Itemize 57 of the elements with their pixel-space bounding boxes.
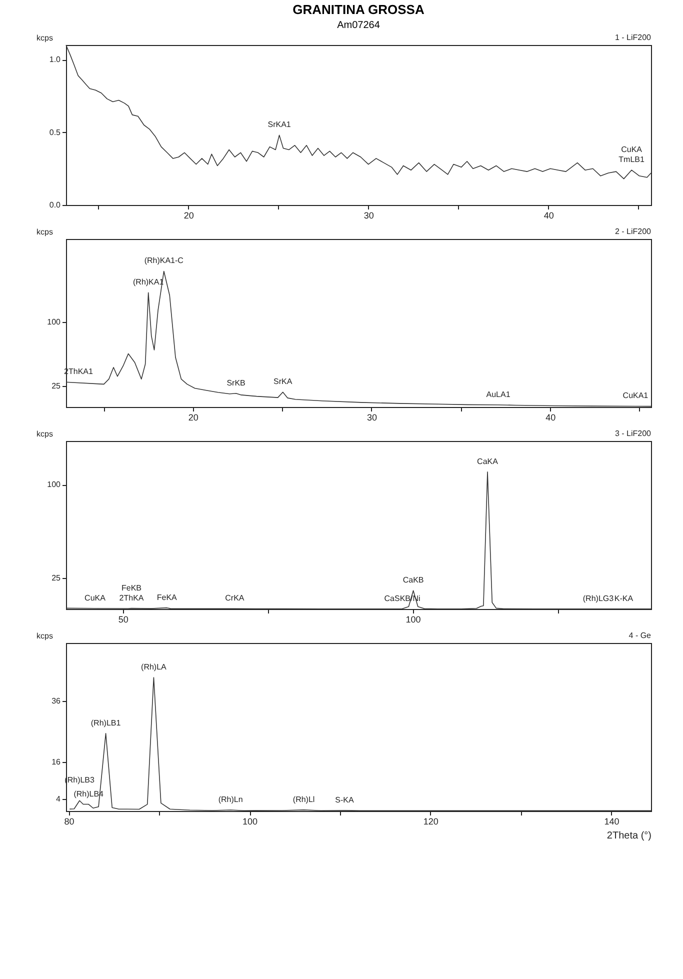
annotation: (Rh)LB1: [90, 718, 122, 728]
annotation: (Rh)LA: [141, 662, 168, 672]
annotation: (Rh)KA1-C: [144, 256, 184, 266]
x-tick-label: 140: [604, 816, 620, 826]
line-series: [66, 471, 652, 610]
text: 1 - LiF200: [614, 33, 652, 42]
y-axis-title: kcps: [36, 228, 53, 236]
annotation: S-KA: [335, 795, 354, 804]
annotation: SrKA1: [268, 120, 292, 130]
text: 2 - LiF200: [614, 227, 652, 236]
annotation: FeKB: [122, 583, 142, 592]
x-tick-label: 40: [544, 210, 554, 220]
annotation: CrKA: [225, 594, 245, 603]
chart-subtitle: Am07264: [337, 20, 380, 31]
annotation: K-KA: [614, 594, 634, 603]
y-tick-label: 0.0: [49, 200, 62, 210]
annotation: (Rh)LG3: [582, 594, 614, 603]
chart-title: GRANITINA GROSSA: [292, 2, 425, 17]
x-tick-label: 20: [188, 412, 198, 422]
y-tick-label: 36: [52, 696, 62, 706]
x-tick-label: 120: [423, 816, 438, 826]
x-tick-label: 20: [184, 210, 194, 220]
x-tick-label: 80: [64, 816, 74, 826]
y-tick-label: 25: [52, 381, 62, 390]
line-series: [66, 44, 652, 180]
y-tick-label: 1.0: [49, 55, 62, 64]
y-tick-label: 0.5: [49, 128, 62, 137]
annotation: SrKA: [274, 377, 293, 386]
annotation: (Rh)Ll: [292, 794, 315, 804]
annotation: CaKB: [402, 576, 424, 585]
text: 3 - LiF200: [614, 429, 652, 438]
annotation: FeKA: [156, 592, 178, 602]
annotation: CuKA1: [622, 391, 649, 400]
x-tick-label: 50: [118, 614, 128, 624]
y-axis-title: kcps: [36, 34, 53, 42]
line-series: [66, 270, 652, 407]
annotation: CaKA: [477, 456, 499, 466]
x-tick-label: 40: [546, 412, 556, 422]
y-tick-label: 16: [52, 758, 62, 767]
annotation: (Rh)Ln: [218, 794, 243, 804]
annotation: CuKA: [621, 145, 643, 154]
annotation: TmLB1: [618, 155, 645, 164]
x-tick-label: 100: [242, 816, 258, 826]
annotation: CuKA: [84, 593, 106, 602]
x-axis-title: 2Theta (°): [606, 830, 652, 842]
x-tick-label: 30: [366, 412, 377, 422]
y-tick-label: 100: [47, 318, 62, 327]
text: 4 - Ge: [628, 631, 652, 640]
y-axis-title: kcps: [36, 430, 53, 438]
y-axis-title: kcps: [36, 632, 53, 640]
annotation: SrKB: [226, 378, 246, 388]
y-tick-label: 4: [56, 794, 62, 804]
x-tick-label: 30: [364, 210, 374, 220]
annotation: AuLA1: [486, 390, 511, 399]
y-tick-label: 25: [52, 573, 62, 582]
y-tick-label: 100: [47, 480, 62, 490]
annotation: 2ThKA: [119, 593, 144, 602]
